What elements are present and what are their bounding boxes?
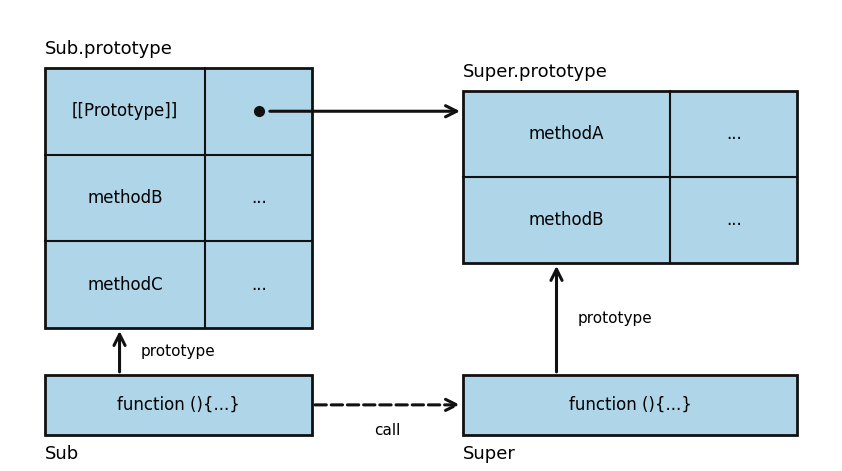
Text: ...: ... <box>251 276 267 294</box>
Bar <box>45 68 312 328</box>
Text: Sub: Sub <box>45 445 79 463</box>
Text: methodC: methodC <box>87 276 163 294</box>
Text: function (){...}: function (){...} <box>568 396 691 414</box>
Text: prototype: prototype <box>578 311 653 326</box>
Text: methodB: methodB <box>529 211 605 229</box>
Text: Sub.prototype: Sub.prototype <box>45 40 173 57</box>
Text: methodA: methodA <box>529 125 605 143</box>
Text: Super.prototype: Super.prototype <box>463 63 608 81</box>
Text: [[Prototype]]: [[Prototype]] <box>72 102 178 120</box>
Bar <box>463 374 797 435</box>
Bar <box>463 91 797 263</box>
Text: Super: Super <box>463 445 515 463</box>
Text: prototype: prototype <box>141 344 216 359</box>
Bar <box>45 374 312 435</box>
Text: ...: ... <box>726 125 742 143</box>
Text: function (){...}: function (){...} <box>117 396 240 414</box>
Text: methodB: methodB <box>88 189 163 207</box>
Text: ...: ... <box>251 189 267 207</box>
Text: ...: ... <box>726 211 742 229</box>
Text: call: call <box>375 423 401 439</box>
